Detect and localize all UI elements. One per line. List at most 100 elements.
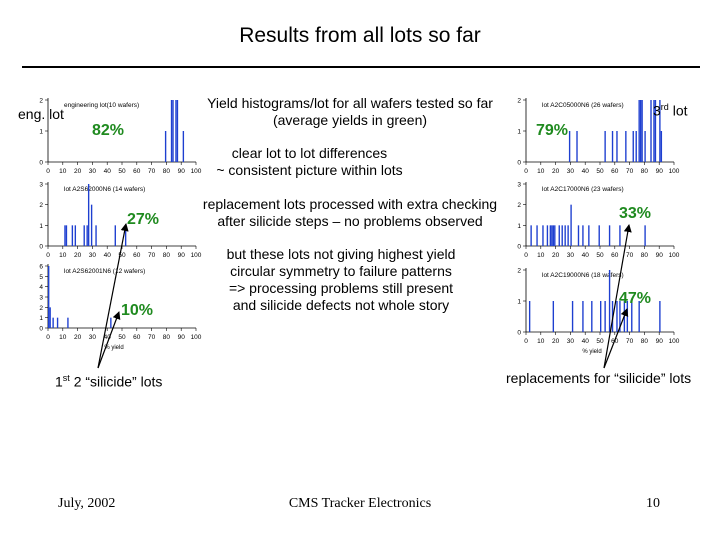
y-tick-label: 0 [39, 160, 43, 167]
histogram-bar [114, 225, 116, 246]
histogram-bar [182, 131, 185, 162]
histogram-bar [641, 100, 643, 162]
x-tick-label: 60 [133, 334, 141, 341]
y-tick-label: 0 [517, 160, 521, 167]
footer-page-number: 10 [646, 496, 660, 511]
histogram-bar [530, 225, 532, 246]
histogram-bar [86, 225, 88, 246]
x-tick-label: 90 [178, 168, 186, 175]
histogram-bar [660, 131, 663, 162]
x-tick-label: 30 [89, 168, 97, 175]
x-tick-label: 70 [626, 338, 634, 345]
note-silicide-lots: but these lots not giving highest yield … [197, 246, 485, 314]
histogram-bar [582, 301, 584, 332]
histogram-bar [549, 225, 552, 246]
x-tick-label: 10 [59, 168, 67, 175]
histogram-bar [659, 301, 661, 332]
histogram-bar [625, 131, 627, 162]
lot-label: lot A2S62000N6 (14 wafers) [64, 186, 145, 193]
histogram-bar [528, 301, 531, 332]
x-tick-label: 70 [626, 252, 634, 259]
histogram-bar [552, 301, 555, 332]
histogram-bar [616, 301, 618, 332]
x-tick-label: 70 [148, 334, 156, 341]
x-tick-label: 50 [118, 168, 126, 175]
y-tick-label: 2 [517, 268, 521, 275]
y-tick-label: 0 [517, 330, 521, 337]
histogram-bar [616, 131, 618, 162]
note-line: (average yields in green) [272, 112, 428, 128]
x-tick-label: 80 [641, 338, 649, 345]
histogram-bar [598, 225, 600, 246]
histogram-bar [67, 317, 69, 328]
x-tick-label: 0 [46, 168, 50, 175]
histogram-bar [558, 225, 560, 246]
y-tick-label: 3 [39, 295, 43, 302]
y-tick-label: 1 [517, 129, 521, 136]
histogram-bar [52, 317, 54, 328]
note-yield-histograms: Yield histograms/lot for all wafers test… [197, 95, 503, 129]
x-tick-label: 40 [104, 334, 112, 341]
histogram-bar [564, 225, 566, 246]
histogram-bar [604, 131, 606, 162]
x-tick-label: 90 [178, 334, 186, 341]
histogram-bar [110, 317, 112, 328]
histogram-bar [654, 100, 657, 162]
x-tick-label: 100 [669, 338, 680, 345]
x-tick-label: 30 [89, 252, 97, 259]
x-tick-label: 60 [133, 252, 141, 259]
x-tick-label: 20 [74, 168, 82, 175]
x-tick-label: 20 [552, 252, 560, 259]
average-yield-a2c05000n6: 79% [536, 122, 569, 139]
histogram-bar [632, 131, 634, 162]
average-yield-eng-lot: 82% [92, 122, 125, 139]
x-tick-label: 50 [596, 338, 604, 345]
x-tick-label: 20 [552, 168, 560, 175]
y-tick-label: 1 [517, 223, 521, 230]
histogram-bar [56, 317, 59, 328]
lot-label: lot A2S62001N6 (12 wafers) [64, 268, 145, 275]
x-tick-label: 10 [537, 338, 545, 345]
y-tick-label: 1 [39, 315, 43, 322]
histogram-bar [639, 100, 642, 162]
histogram-bar [552, 225, 555, 246]
replacement-lots-label: replacements for “silicide” lots [506, 370, 692, 386]
average-yield-a2s62001n6: 10% [121, 302, 154, 319]
histogram-bar [611, 301, 614, 332]
histogram-bar [571, 301, 574, 332]
y-tick-label: 0 [517, 244, 521, 251]
histogram-bar [65, 225, 68, 246]
histogram-bar [570, 204, 572, 246]
eng-lot-label: eng. lot [18, 106, 64, 122]
y-tick-label: 2 [39, 305, 43, 312]
histogram-bar [588, 225, 590, 246]
histogram-bar [64, 225, 66, 246]
histogram-bar [591, 301, 593, 332]
x-tick-label: 0 [524, 168, 528, 175]
y-tick-label: 1 [517, 299, 521, 306]
histogram-bar [608, 225, 611, 246]
y-tick-label: 2 [517, 98, 521, 105]
histogram-bar [172, 100, 174, 162]
x-tick-label: 90 [178, 252, 186, 259]
x-tick-label: 60 [611, 168, 619, 175]
x-tick-label: 80 [641, 168, 649, 175]
footer-title: CMS Tracker Electronics [288, 496, 432, 511]
histogram-bar [546, 225, 549, 246]
x-tick-label: 30 [567, 168, 575, 175]
x-tick-label: 30 [567, 252, 575, 259]
histogram-bar [87, 184, 90, 246]
histogram-bar [90, 204, 93, 246]
x-tick-label: 50 [596, 168, 604, 175]
histogram-bar [568, 131, 571, 162]
footer-date: July, 2002 [58, 496, 116, 511]
histogram-bar [638, 100, 640, 162]
histogram-bar [48, 266, 50, 328]
histogram-bar [604, 301, 606, 332]
x-tick-label: 50 [596, 252, 604, 259]
histogram-bar [619, 225, 621, 246]
